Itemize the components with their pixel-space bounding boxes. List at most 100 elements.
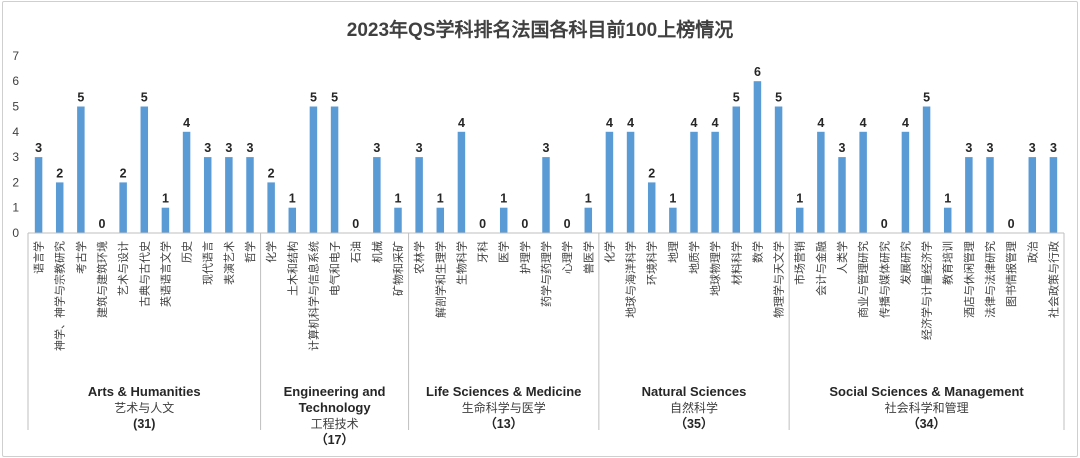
x-tick-label: 环境科学 [645,241,659,285]
bar [711,131,719,233]
x-tick-label: 会计与金融 [814,241,828,296]
x-tick-label: 农林学 [412,241,426,274]
data-label: 4 [183,116,190,130]
data-label: 1 [944,192,951,206]
data-label: 1 [289,192,296,206]
x-tick-label: 古典与古代史 [137,241,151,307]
group-name: Life Sciences & Medicine [426,384,581,399]
x-tick-label: 艺术与设计 [117,241,130,296]
bar [34,157,43,233]
data-label: 6 [754,65,761,79]
data-label: 2 [56,166,63,180]
x-tick-label: 历史 [181,241,194,263]
data-label: 3 [416,141,423,155]
data-label: 3 [1050,141,1057,155]
bar [922,106,931,233]
data-label: 3 [204,141,211,155]
x-tick-label: 物理学与天文学 [772,241,786,318]
data-label: 3 [1029,141,1036,155]
x-tick-label: 电气和电子 [328,241,342,296]
bar [140,106,149,233]
x-tick-label: 石油 [349,241,363,263]
data-label: 1 [395,192,402,206]
data-label: 3 [373,141,380,155]
x-tick-label: 地球物理学 [708,241,722,296]
data-label: 0 [352,217,359,231]
x-tick-label: 化学 [602,241,616,263]
x-tick-label: 教育培训 [941,241,955,285]
data-label: 1 [796,192,803,206]
x-tick-label: 发展研究 [898,241,912,285]
data-label: 5 [141,91,148,105]
group-name: Technology [299,400,372,415]
y-tick-label: 7 [12,49,19,63]
bar [309,106,318,233]
x-tick-label: 法律与法律研究 [983,241,997,318]
bar [901,131,910,233]
x-tick-label: 传播与媒体研究 [877,241,891,318]
bar [795,207,804,233]
x-tick-label: 土木和结构 [285,241,299,296]
x-tick-label: 解剖学和生理学 [433,241,447,318]
x-tick-label: 药学与药理学 [539,241,553,307]
bar [288,207,297,233]
bar [330,106,339,233]
bar [499,207,508,233]
data-label: 0 [881,217,888,231]
bar [817,131,825,233]
data-label: 2 [268,166,275,180]
bar [77,106,85,233]
bar [647,182,656,233]
data-label: 4 [712,116,719,130]
x-tick-label: 心理学 [560,241,574,274]
x-tick-label: 考古学 [74,241,88,274]
bar [225,157,233,233]
group-name: Arts & Humanities [88,384,201,399]
data-label: 2 [120,166,127,180]
data-label: 4 [860,116,867,130]
data-label: 4 [691,116,698,130]
x-tick-label: 哲学 [243,241,257,263]
data-label: 4 [627,116,634,130]
y-tick-label: 6 [12,74,19,88]
x-tick-label: 材料科学 [729,241,743,285]
bar [203,157,212,233]
data-label: 3 [839,141,846,155]
bar [753,81,762,233]
x-tick-label: 医学 [497,241,511,263]
x-tick-label: 市场营销 [793,241,807,285]
x-tick-label: 生物科学 [454,241,468,285]
bar [415,157,423,233]
bar [965,157,973,233]
x-tick-label: 人类学 [835,241,849,274]
group-name-zh: 艺术与人文 [114,400,174,415]
data-label: 1 [437,192,444,206]
data-label: 3 [225,141,232,155]
x-tick-label: 地理 [667,241,680,263]
group-name-zh: 自然科学 [670,400,718,415]
data-label: 0 [1008,217,1015,231]
bar [373,157,381,233]
x-tick-label: 计算机科学与信息系统 [306,241,320,351]
data-label: 0 [99,217,106,231]
data-label: 3 [543,141,550,155]
data-label: 0 [564,217,571,231]
data-label: 4 [817,116,824,130]
data-label: 0 [521,217,528,231]
x-tick-label: 政治 [1025,241,1039,263]
group-count: (31) [133,417,155,431]
x-tick-label: 化学 [264,241,278,263]
data-label: 1 [500,192,507,206]
bar [267,182,275,233]
group-count: （13） [484,416,523,431]
group-name-zh: 社会科学和管理 [885,400,969,415]
data-label: 4 [606,116,613,130]
x-tick-label: 数学 [750,241,764,263]
bar [732,106,741,233]
x-tick-label: 表演艺术 [222,241,236,285]
bars [34,81,1058,233]
bar [1028,157,1037,233]
x-tick-label: 英语语言文学 [158,241,172,307]
